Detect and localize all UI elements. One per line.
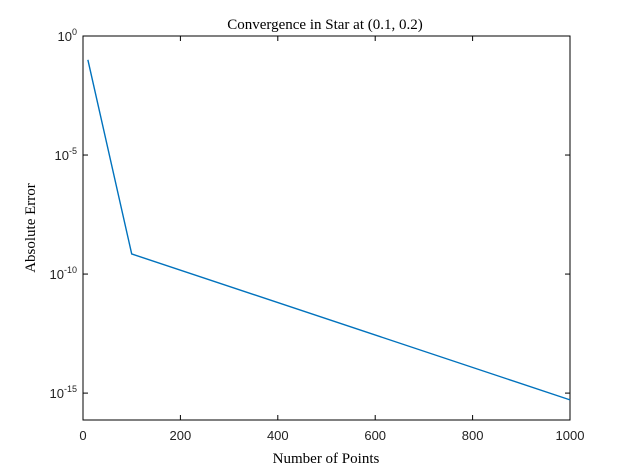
chart-title: Convergence in Star at (0.1, 0.2) [227,17,423,33]
x-axis: 0 200 400 600 800 1000 [79,36,584,443]
x-tick-label: 400 [267,428,289,443]
x-axis-label: Number of Points [273,451,380,467]
y-tick-label: 10-15 [50,384,77,401]
x-tick-label: 200 [170,428,192,443]
y-axis-label: Absolute Error [23,183,39,273]
series-line [87,59,571,401]
x-tick-label: 1000 [556,428,585,443]
y-axis: 100 10-5 10-10 10-15 [50,27,570,401]
y-tick-label: 10-10 [50,265,77,282]
x-tick-label: 800 [462,428,484,443]
plot-area-frame [82,35,571,421]
x-tick-label: 600 [364,428,386,443]
x-tick-label: 0 [79,428,86,443]
series-group [87,59,571,401]
y-tick-label: 10-5 [55,146,77,163]
y-tick-label: 100 [58,27,77,44]
